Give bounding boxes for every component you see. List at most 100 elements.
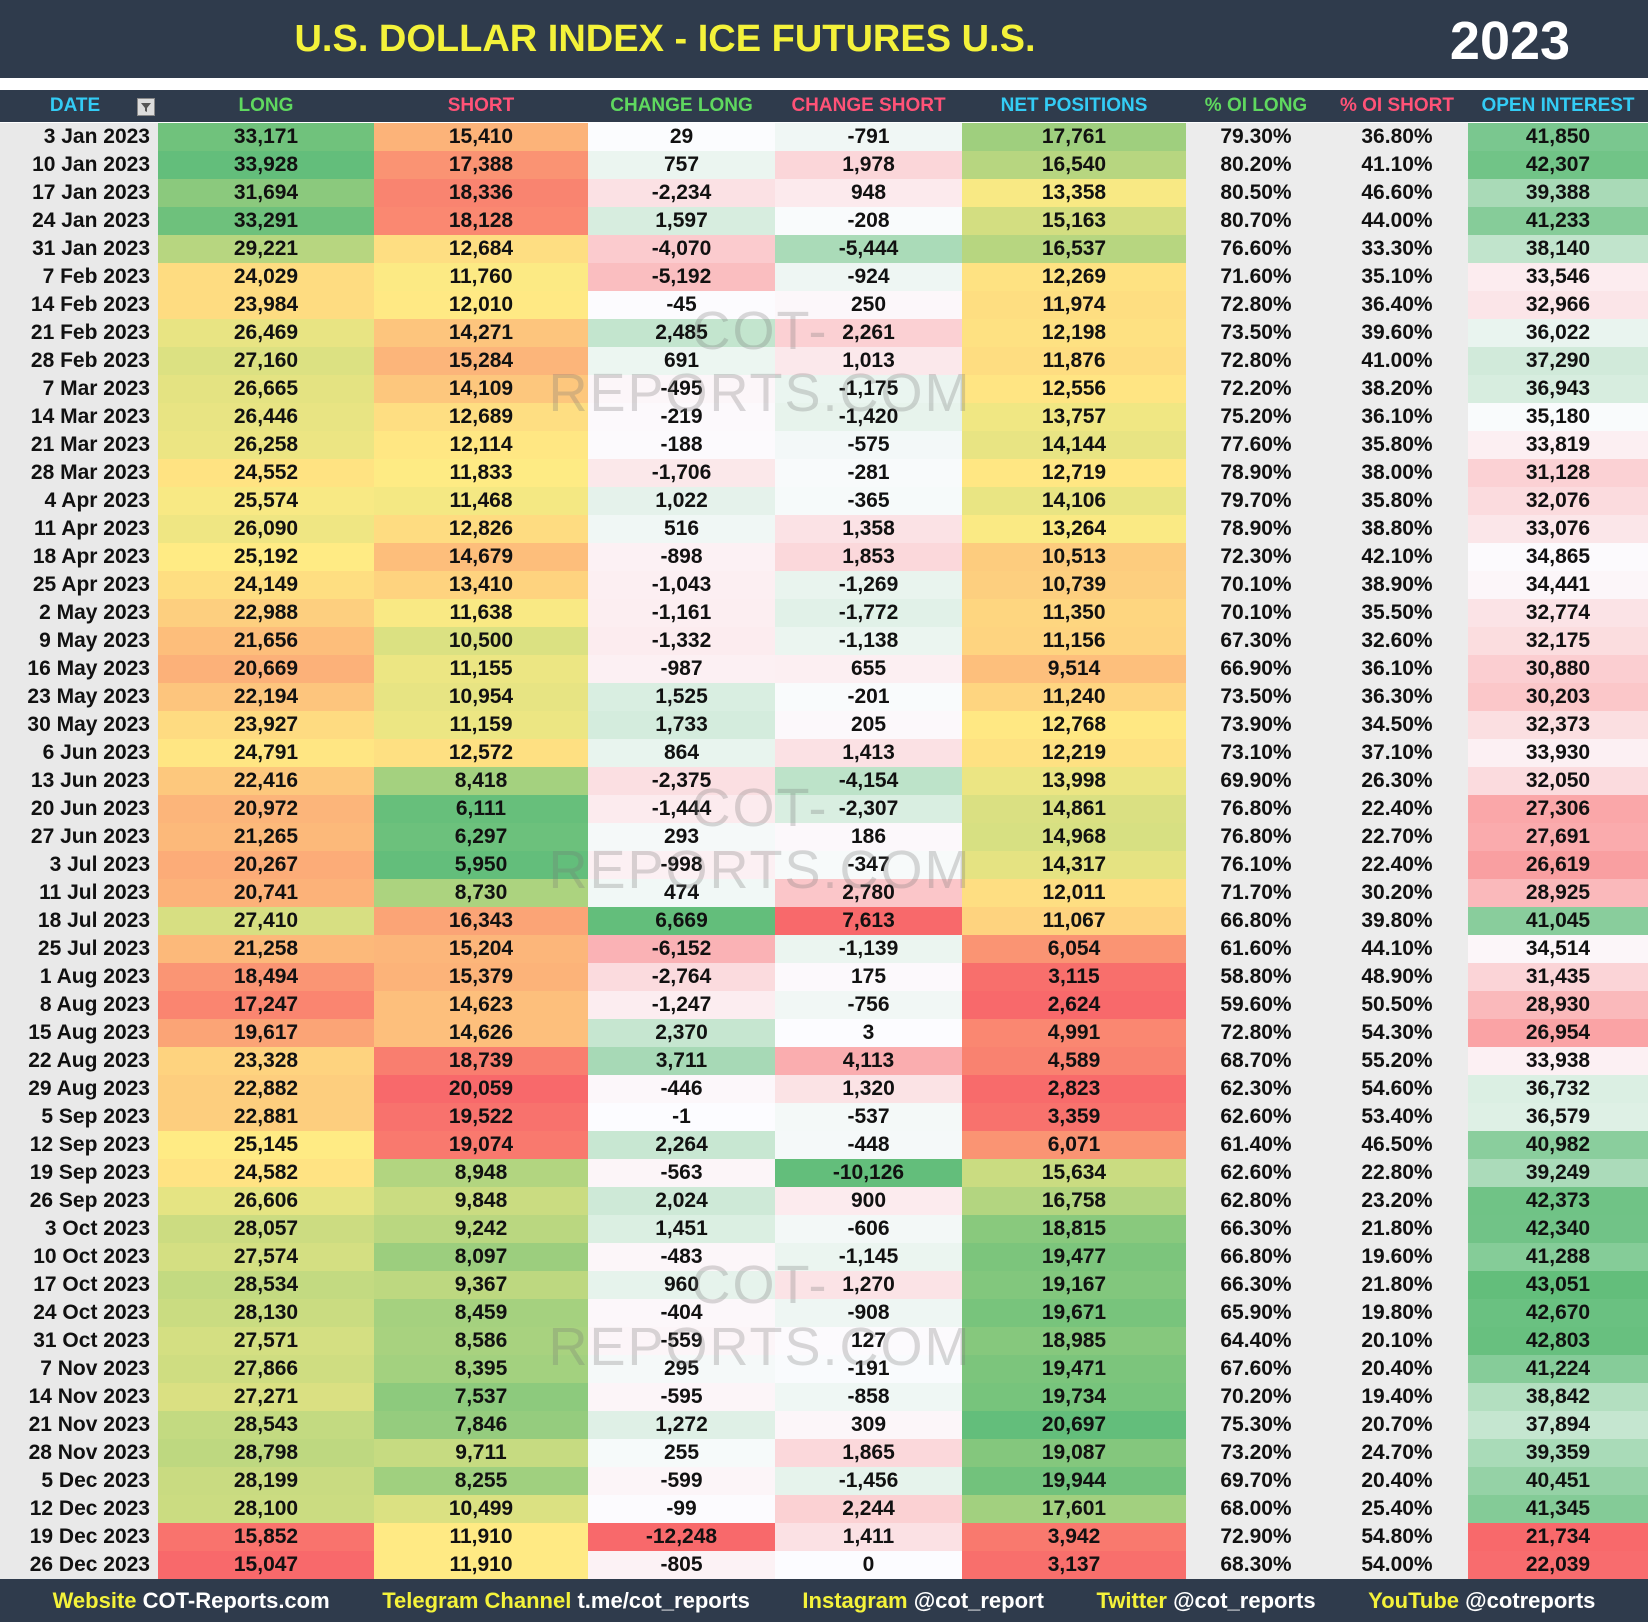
data-cell: 54.30%: [1326, 1019, 1468, 1047]
column-header: CHANGE LONG: [610, 95, 753, 116]
data-cell: 757: [588, 151, 775, 179]
data-cell: 6,071: [962, 1131, 1186, 1159]
footer-label: YouTube: [1368, 1587, 1459, 1613]
data-cell: -365: [775, 487, 962, 515]
data-cell: 66.80%: [1186, 907, 1326, 935]
data-cell: -1,444: [588, 795, 775, 823]
data-cell: 23,328: [158, 1047, 374, 1075]
data-cell: -2,764: [588, 963, 775, 991]
data-cell: 21,258: [158, 935, 374, 963]
data-cell: 11,910: [374, 1523, 588, 1551]
data-cell: 1,865: [775, 1439, 962, 1467]
data-cell: 27,160: [158, 347, 374, 375]
data-cell: 36.40%: [1326, 291, 1468, 319]
data-cell: 4,113: [775, 1047, 962, 1075]
data-cell: 15,284: [374, 347, 588, 375]
footer-link[interactable]: Instagram @cot_report: [802, 1588, 1044, 1614]
data-cell: 18,815: [962, 1215, 1186, 1243]
data-cell: 5,950: [374, 851, 588, 879]
date-cell: 22 Aug 2023: [0, 1047, 158, 1075]
data-cell: 50.50%: [1326, 991, 1468, 1019]
data-cell: 22,416: [158, 767, 374, 795]
date-cell: 10 Oct 2023: [0, 1243, 158, 1271]
data-cell: 2,780: [775, 879, 962, 907]
column-header: % OI LONG: [1204, 95, 1308, 116]
data-cell: 1,525: [588, 683, 775, 711]
data-cell: -10,126: [775, 1159, 962, 1187]
data-cell: 26,619: [1468, 851, 1648, 879]
footer-link[interactable]: Website COT-Reports.com: [53, 1588, 330, 1614]
data-cell: -987: [588, 655, 775, 683]
data-cell: 73.90%: [1186, 711, 1326, 739]
footer-label: Instagram: [802, 1587, 908, 1613]
data-cell: 1,320: [775, 1075, 962, 1103]
data-cell: 3,711: [588, 1047, 775, 1075]
date-cell: 10 Jan 2023: [0, 151, 158, 179]
filter-button[interactable]: [137, 98, 155, 116]
data-cell: 42.10%: [1326, 543, 1468, 571]
data-cell: 62.30%: [1186, 1075, 1326, 1103]
data-cell: 11,240: [962, 683, 1186, 711]
data-cell: -559: [588, 1327, 775, 1355]
data-cell: 2,261: [775, 319, 962, 347]
data-cell: 32,076: [1468, 487, 1648, 515]
data-cell: 6,111: [374, 795, 588, 823]
footer-value: @cot_report: [913, 1587, 1044, 1613]
data-cell: 2,244: [775, 1495, 962, 1523]
data-cell: 42,803: [1468, 1327, 1648, 1355]
date-cell: 7 Mar 2023: [0, 375, 158, 403]
data-cell: -483: [588, 1243, 775, 1271]
data-cell: 59.60%: [1186, 991, 1326, 1019]
data-cell: 8,097: [374, 1243, 588, 1271]
date-cell: 25 Jul 2023: [0, 935, 158, 963]
data-cell: 11,155: [374, 655, 588, 683]
data-cell: 2,485: [588, 319, 775, 347]
data-cell: 67.60%: [1186, 1355, 1326, 1383]
date-cell: 31 Oct 2023: [0, 1327, 158, 1355]
footer-link[interactable]: Twitter @cot_reports: [1097, 1588, 1316, 1614]
data-cell: 23.20%: [1326, 1187, 1468, 1215]
data-cell: 960: [588, 1271, 775, 1299]
data-cell: 19,167: [962, 1271, 1186, 1299]
date-cell: 6 Jun 2023: [0, 739, 158, 767]
data-cell: 11,638: [374, 599, 588, 627]
data-cell: 19,074: [374, 1131, 588, 1159]
data-cell: 21.80%: [1326, 1271, 1468, 1299]
data-cell: -446: [588, 1075, 775, 1103]
data-cell: 11,974: [962, 291, 1186, 319]
data-cell: 11,876: [962, 347, 1186, 375]
data-cell: 36.30%: [1326, 683, 1468, 711]
data-cell: 14,317: [962, 851, 1186, 879]
data-cell: 39,249: [1468, 1159, 1648, 1187]
data-cell: 46.50%: [1326, 1131, 1468, 1159]
data-cell: 18,128: [374, 207, 588, 235]
data-cell: 19,522: [374, 1103, 588, 1131]
date-cell: 24 Jan 2023: [0, 207, 158, 235]
data-cell: 25,574: [158, 487, 374, 515]
data-cell: 38,842: [1468, 1383, 1648, 1411]
date-cell: 21 Nov 2023: [0, 1411, 158, 1439]
date-cell: 12 Sep 2023: [0, 1131, 158, 1159]
data-cell: 20,059: [374, 1075, 588, 1103]
data-cell: 14,679: [374, 543, 588, 571]
data-cell: 33,171: [158, 123, 374, 151]
data-cell: 28,100: [158, 1495, 374, 1523]
footer-link[interactable]: YouTube @cotreports: [1368, 1588, 1595, 1614]
data-cell: 12,826: [374, 515, 588, 543]
filter-icon: [141, 103, 151, 112]
data-cell: -6,152: [588, 935, 775, 963]
data-cell: 10,499: [374, 1495, 588, 1523]
data-cell: 34,441: [1468, 571, 1648, 599]
date-cell: 14 Feb 2023: [0, 291, 158, 319]
data-cell: 30,880: [1468, 655, 1648, 683]
data-cell: 27,410: [158, 907, 374, 935]
date-cell: 3 Jul 2023: [0, 851, 158, 879]
data-cell: 42,340: [1468, 1215, 1648, 1243]
data-cell: 42,670: [1468, 1299, 1648, 1327]
data-cell: 12,010: [374, 291, 588, 319]
data-cell: 37.10%: [1326, 739, 1468, 767]
data-cell: 1,853: [775, 543, 962, 571]
footer-link[interactable]: Telegram Channel t.me/cot_reports: [382, 1588, 750, 1614]
data-cell: -595: [588, 1383, 775, 1411]
data-cell: 14,623: [374, 991, 588, 1019]
